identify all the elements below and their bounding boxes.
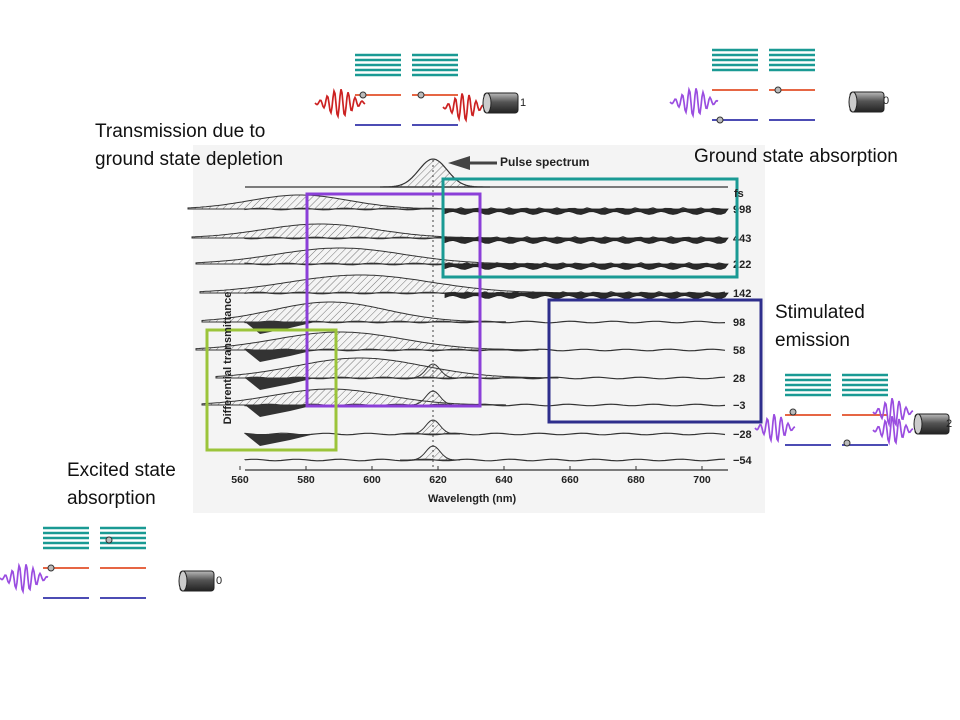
trace-positive-lobe [201,301,507,323]
trace-baseline [244,458,726,462]
x-axis-label: Wavelength (nm) [428,493,517,505]
schematic-ground-absorption [669,48,885,124]
ground-state-box [441,177,739,279]
trace-positive-lobe [191,223,497,239]
electron-dot [716,116,724,124]
trace-620-peak [400,445,460,461]
trace-620-peak [400,419,460,435]
detector-count-top-right: 0 [883,95,890,107]
trace-620-peak [400,363,460,379]
x-tick-label: 560 [231,474,249,486]
trace-positive-lobe [187,194,455,210]
photon-wave-icon [314,87,366,120]
photon-wave-icon [669,86,719,119]
delay-label: −28 [733,429,752,441]
excited-state-box [205,328,338,452]
delay-label: 28 [733,373,745,385]
stimulated-emission-box [547,298,763,424]
photon-wave-icon [872,416,914,446]
electron-dot [417,91,425,99]
trace-positive-lobe [199,274,581,294]
trace-left-dip [245,378,315,390]
schematic-stimulated-emission [754,373,950,447]
stimulated-label-line2: emission [775,330,850,351]
transmission-label-line1: Transmission due to [95,121,266,142]
delay-label: −3 [733,400,746,412]
trace-negative-band [444,263,729,270]
photodetector-face [913,413,923,435]
electron-dot [47,564,55,572]
photodetector-face [482,92,492,114]
trace-negative-band [444,237,729,244]
x-tick-label: 640 [495,474,513,486]
x-tick-label: 660 [561,474,579,486]
photon-wave-icon [872,398,914,428]
excited-label-line2: absorption [67,488,156,509]
trace-positive-lobe [215,357,559,379]
detector-count-right: 2 [946,418,953,430]
trace-baseline [244,432,726,436]
transmission-label-line2: ground state depletion [95,149,284,170]
trace-positive-lobe [201,388,507,406]
trace-left-dip [245,405,315,417]
trace-left-dip [245,350,315,362]
electron-dot [843,439,851,447]
y-axis-label: Differential transmittance [222,291,234,425]
electron-dot [789,408,797,416]
schematic-ground-depletion [314,53,519,126]
x-tick-label: 620 [429,474,447,486]
x-tick-label: 580 [297,474,315,486]
x-tick-label: 600 [363,474,381,486]
schematics [0,48,950,599]
photon-wave-icon [754,414,796,444]
ground-state-label: Ground state absorption [694,146,898,167]
electron-dot [774,86,782,94]
trace-negative-band [444,208,729,215]
schematic-excited-absorption [0,526,215,599]
delay-unit: fs [734,188,744,200]
delay-label: 58 [733,345,745,357]
pulse-spectrum-label: Pulse spectrum [500,155,590,169]
delay-label: 142 [733,288,751,300]
figure-axis: 560 580 600 620 640 660 680 700 [231,466,728,486]
trace-positive-lobe [195,247,539,265]
photon-wave-icon [442,93,486,123]
detector-count-top-center: 1 [520,97,527,109]
trace-negative-band [444,292,729,299]
stimulated-label-line1: Stimulated [775,302,865,323]
photodetector-face [848,91,858,113]
photon-wave-icon [0,562,49,595]
detector-count-bottom-left: 0 [216,575,223,587]
x-tick-label: 700 [693,474,711,486]
photodetector-face [178,570,188,592]
delay-label: −54 [733,455,753,467]
x-tick-label: 680 [627,474,645,486]
electron-dot [105,536,113,544]
electron-dot [359,91,367,99]
trace-positive-lobe [195,331,539,351]
trace-left-dip [245,434,315,446]
transmission-box [305,192,482,408]
excited-label-line1: Excited state [67,460,176,481]
pulse-spectrum-peak [380,158,490,188]
delay-label: 98 [733,317,745,329]
pulse-arrow-head [448,156,470,170]
